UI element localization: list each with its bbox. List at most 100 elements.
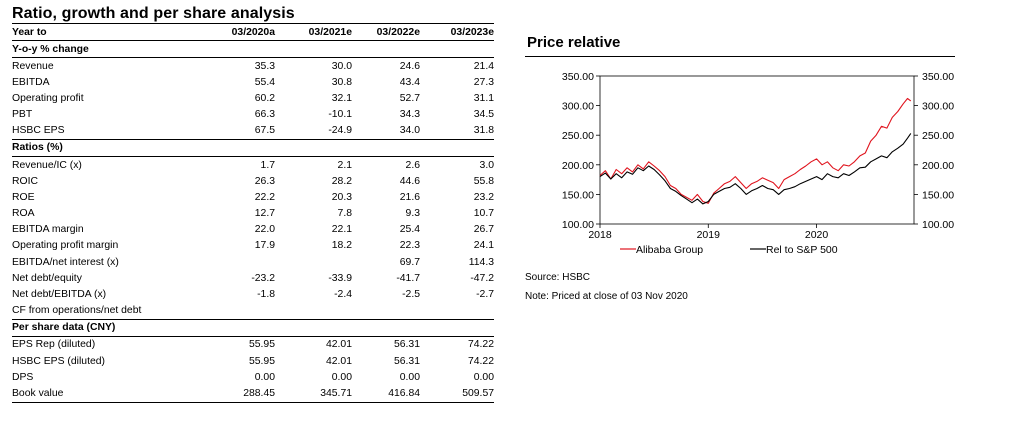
table-row: EBITDA/net interest (x) 69.7 114.3 xyxy=(12,254,494,270)
x-tick-label: 2018 xyxy=(588,229,612,241)
row-label: Revenue xyxy=(12,60,54,72)
row-label: EBITDA margin xyxy=(12,224,84,236)
section-header-row: Ratios (%) xyxy=(12,138,494,157)
row-value: 22.3 xyxy=(399,240,420,252)
row-value: 42.01 xyxy=(325,339,352,351)
row-value: 56.31 xyxy=(393,355,420,367)
row-value: 22.2 xyxy=(254,191,275,203)
row-value: 28.2 xyxy=(331,175,352,187)
row-value: 22.1 xyxy=(331,224,352,236)
row-label: Net debt/EBITDA (x) xyxy=(12,289,107,301)
row-value: 31.1 xyxy=(473,92,494,104)
table-row: Net debt/EBITDA (x) -1.8 -2.4 -2.5 -2.7 xyxy=(12,286,494,302)
row-value: 52.7 xyxy=(399,92,420,104)
row-value: 30.8 xyxy=(331,76,352,88)
row-value: 34.5 xyxy=(473,109,494,121)
row-value xyxy=(212,303,275,320)
row-label: Book value xyxy=(12,385,212,403)
row-value: 345.71 xyxy=(275,385,352,403)
price-relative-chart: 100.00 100.00 150.00 150.00 200.00 200.00 250.… xyxy=(562,71,954,256)
row-value xyxy=(352,303,420,320)
row-value: -2.4 xyxy=(334,289,352,301)
x-tick-label: 2019 xyxy=(697,229,721,241)
row-value: 509.57 xyxy=(420,385,494,403)
header-period: 03/2020a xyxy=(212,23,275,41)
table-row: Revenue/IC (x) 1.7 2.1 2.6 3.0 xyxy=(12,156,494,173)
row-value: 42.01 xyxy=(325,355,352,367)
row-label: HSBC EPS (diluted) xyxy=(12,355,105,367)
row-value: 22.0 xyxy=(254,224,275,236)
row-value xyxy=(275,303,352,320)
section-title: Per share data (CNY) xyxy=(12,318,494,337)
table-row: ROIC 26.3 28.2 44.6 55.8 xyxy=(12,173,494,189)
table-row: Operating profit margin 17.9 18.2 22.3 24.1 xyxy=(12,238,494,254)
row-value: 43.4 xyxy=(399,76,420,88)
row-value: 26.7 xyxy=(473,224,494,236)
row-value: -2.7 xyxy=(476,289,494,301)
table-row: Revenue 35.3 30.0 24.6 21.4 xyxy=(12,58,494,75)
row-value: 3.0 xyxy=(479,159,494,171)
ratio-table-panel: Ratio, growth and per share analysis Yea… xyxy=(12,4,494,403)
table-title: Ratio, growth and per share analysis xyxy=(12,5,295,22)
y-tick-label-right: 250.00 xyxy=(922,130,954,142)
chart-top-rule xyxy=(525,56,955,58)
row-value: -33.9 xyxy=(328,272,352,284)
row-value: 31.8 xyxy=(473,125,494,137)
y-tick-label-left: 300.00 xyxy=(562,101,594,113)
legend-label: Alibaba Group xyxy=(636,244,703,256)
row-value: 55.95 xyxy=(248,339,275,351)
section-header-row: Per share data (CNY) xyxy=(12,318,494,337)
y-tick-label-right: 350.00 xyxy=(922,71,954,83)
row-label: Operating profit margin xyxy=(12,240,119,252)
row-value: 0.00 xyxy=(331,371,352,383)
row-value: 9.3 xyxy=(405,208,420,220)
table-header-row: Year to 03/2020a 03/2021e 03/2022e 03/2023e xyxy=(12,23,494,41)
row-value: 0.00 xyxy=(473,371,494,383)
row-value: 2.6 xyxy=(405,159,420,171)
header-period: 03/2021e xyxy=(275,23,352,41)
row-value: 25.4 xyxy=(399,224,420,236)
row-label: ROE xyxy=(12,191,35,203)
y-tick-label-left: 200.00 xyxy=(562,160,594,172)
legend-label: Rel to S&P 500 xyxy=(766,244,838,256)
row-value: -47.2 xyxy=(470,272,494,284)
chart-title: Price relative xyxy=(527,34,621,51)
row-label: Revenue/IC (x) xyxy=(12,159,82,171)
row-value: 55.4 xyxy=(254,76,275,88)
table-row: DPS 0.00 0.00 0.00 0.00 xyxy=(12,369,494,385)
row-value: 7.8 xyxy=(337,208,352,220)
row-value: 74.22 xyxy=(467,355,494,367)
row-value: 114.3 xyxy=(468,256,494,268)
row-value: 55.95 xyxy=(248,355,275,367)
y-tick-label-right: 150.00 xyxy=(922,189,954,201)
y-tick-label-left: 100.00 xyxy=(562,219,594,231)
row-value: 288.45 xyxy=(212,385,275,403)
row-value: 21.6 xyxy=(399,191,420,203)
y-tick-label-left: 250.00 xyxy=(562,130,594,142)
row-label: EBITDA/net interest (x) xyxy=(12,256,119,268)
row-value: 55.8 xyxy=(473,175,494,187)
table-row: EPS Rep (diluted) 55.95 42.01 56.31 74.22 xyxy=(12,336,494,353)
ratio-table: Year to 03/2020a 03/2021e 03/2022e 03/2023e Y… xyxy=(12,23,494,403)
header-period: 03/2023e xyxy=(420,23,494,41)
row-value: 24.6 xyxy=(399,60,420,72)
row-value: 74.22 xyxy=(467,339,494,351)
row-value: 2.1 xyxy=(337,159,352,171)
alibaba-series-line xyxy=(599,97,912,204)
chart-note: Note: Priced at close of 03 Nov 2020 xyxy=(525,291,688,302)
row-label: EBITDA xyxy=(12,76,50,88)
row-value: -24.9 xyxy=(328,125,352,137)
header-year-to: Year to xyxy=(12,23,212,41)
row-value: 416.84 xyxy=(352,385,420,403)
section-header-row: Y-o-y % change xyxy=(12,40,494,58)
row-value: 35.3 xyxy=(254,60,275,72)
row-value: 23.2 xyxy=(473,191,494,203)
row-label: ROIC xyxy=(12,175,38,187)
row-value: 18.2 xyxy=(331,240,352,252)
row-value: 34.0 xyxy=(399,125,420,137)
row-label: ROA xyxy=(12,208,35,220)
row-value: 66.3 xyxy=(254,109,275,121)
y-tick-label-left: 350.00 xyxy=(562,71,594,83)
row-value xyxy=(420,303,494,320)
section-title: Ratios (%) xyxy=(12,138,494,157)
